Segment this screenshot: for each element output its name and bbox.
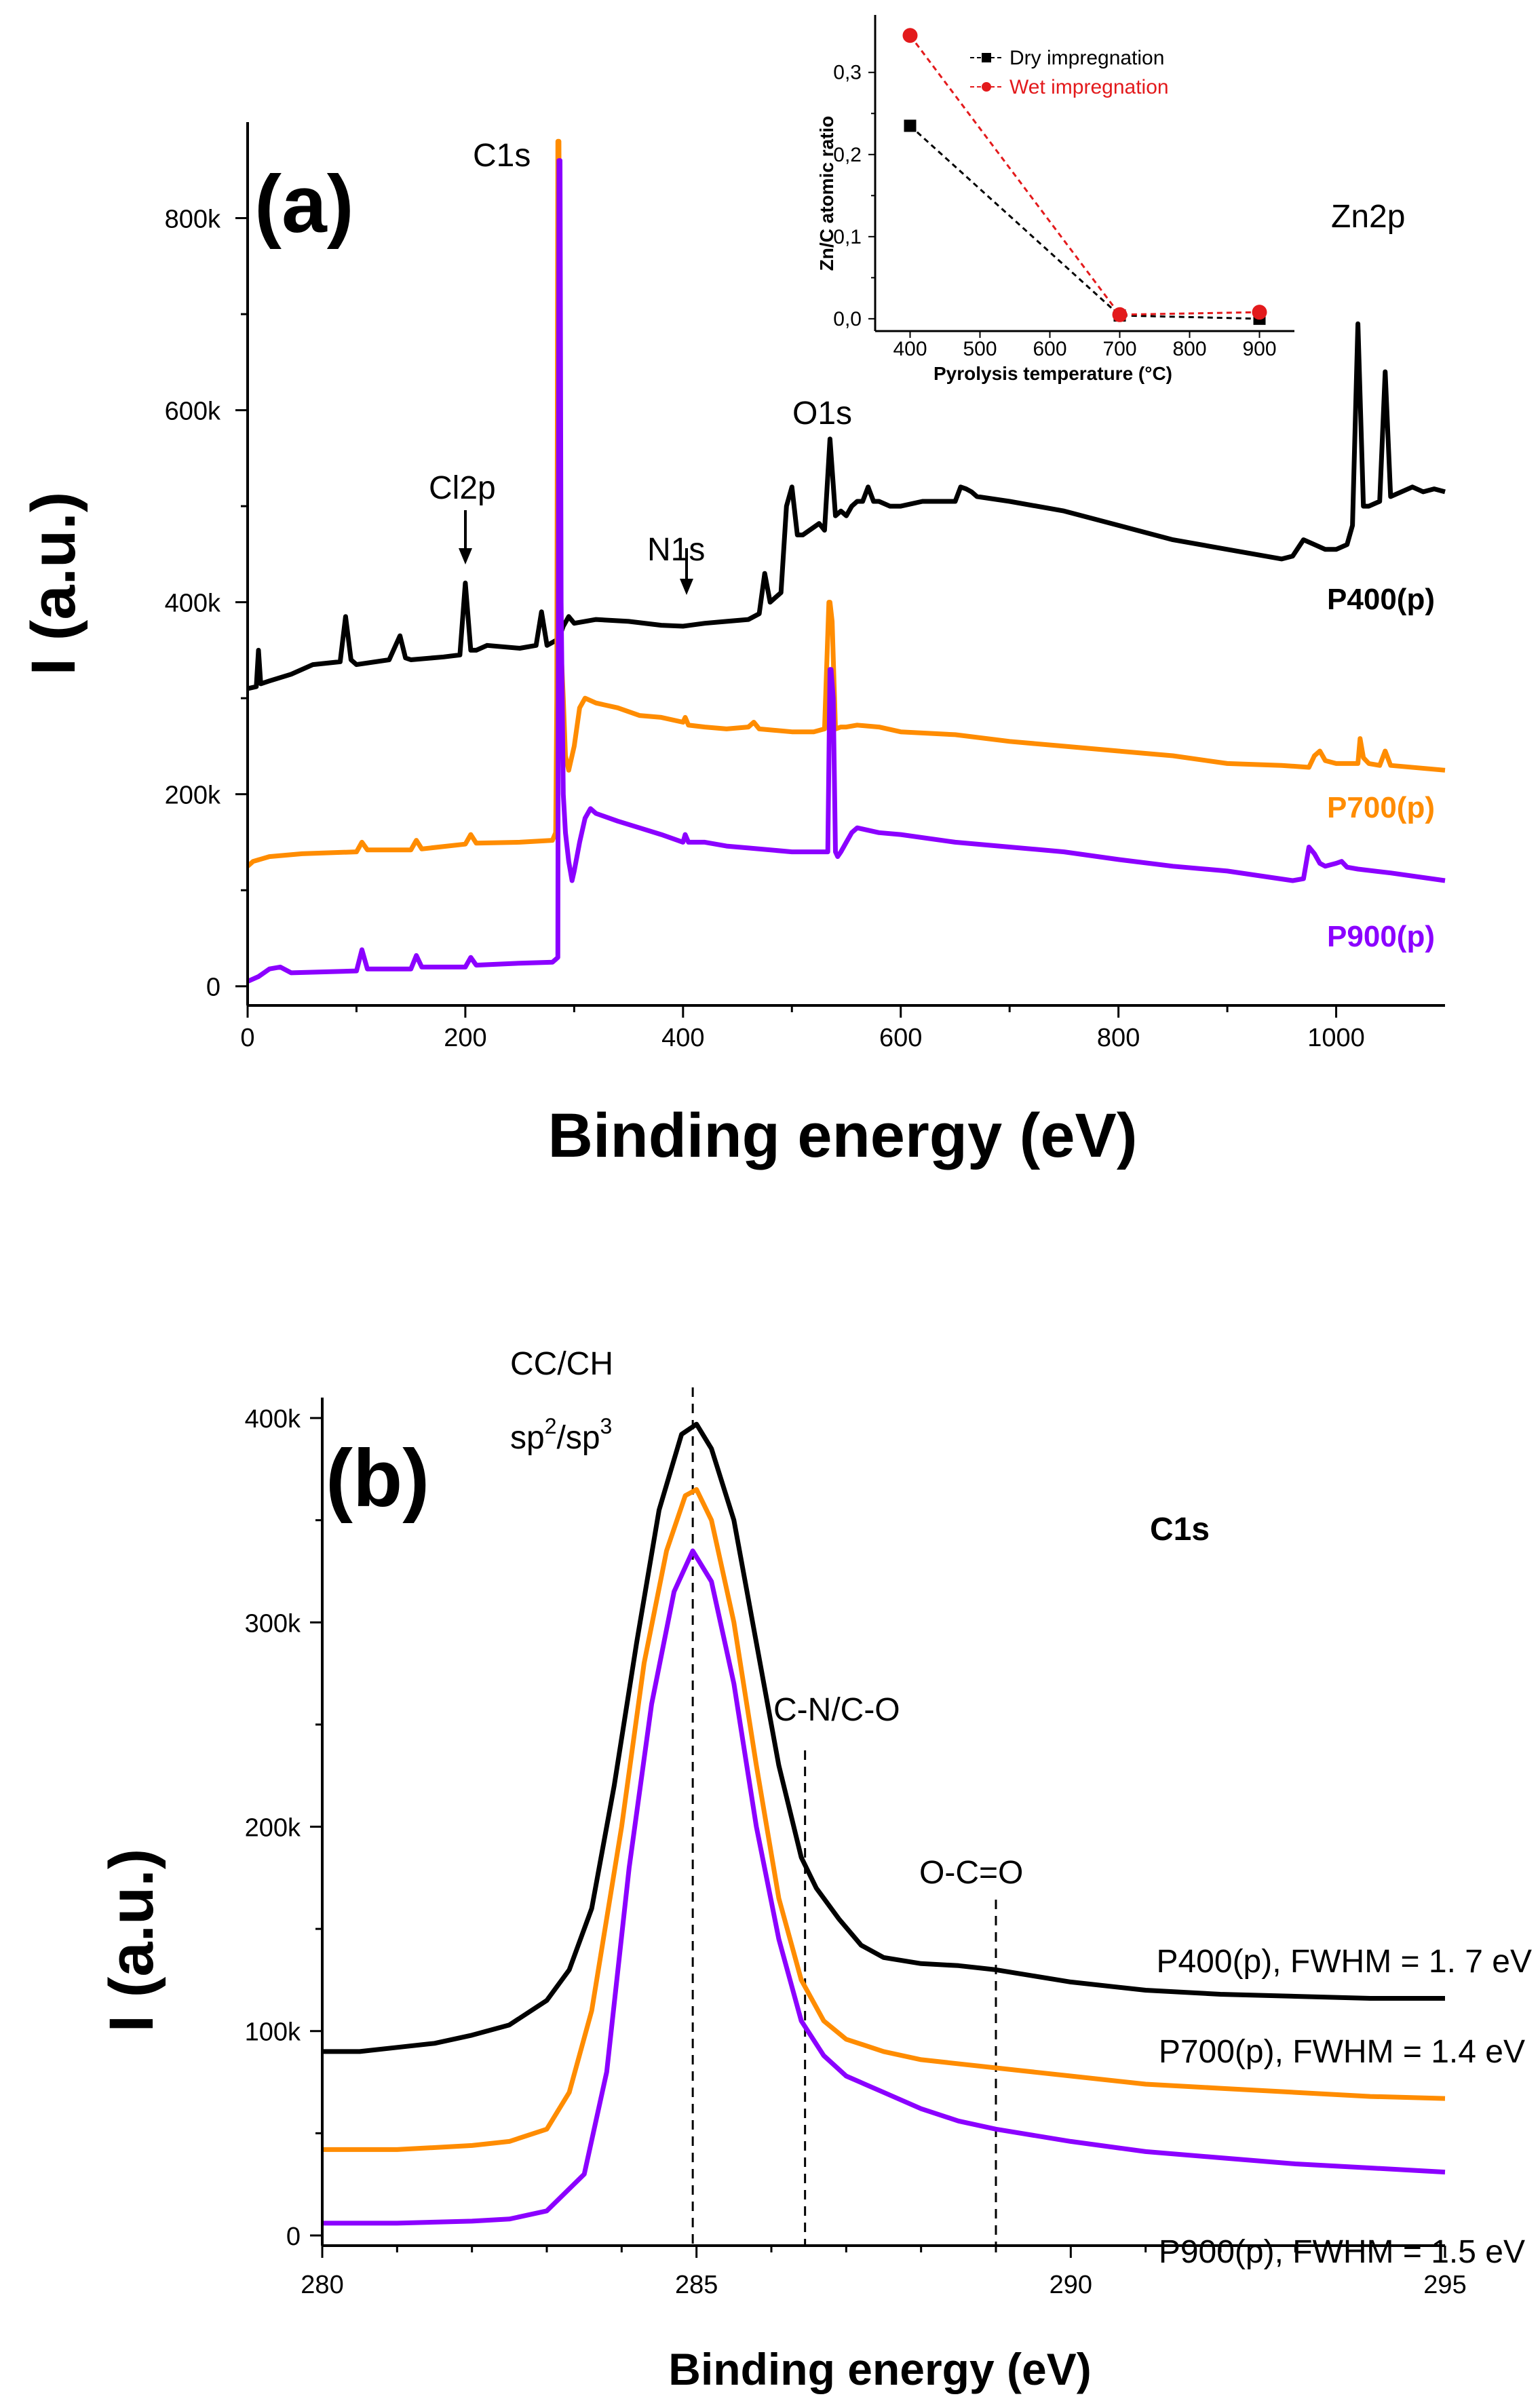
p900-fwhm-label: P900(p), FWHM = 1.5 eV bbox=[1159, 2234, 1525, 2270]
legend-wet-marker bbox=[982, 82, 991, 92]
inset-y-tick-label: 0,2 bbox=[833, 144, 862, 166]
ccch-label: CC/CH bbox=[510, 1346, 613, 1382]
panel-a-y-tick-label: 0 bbox=[206, 974, 220, 1002]
panel-a-y-tick-label: 400k bbox=[165, 590, 221, 618]
panel-b-y-axis-title: I (a.u.) bbox=[97, 1849, 166, 2033]
panel-a-x-tick-label: 200 bbox=[444, 1024, 486, 1052]
panel-b-label: (b) bbox=[326, 1433, 429, 1524]
inset-series-dry-impregnation bbox=[909, 125, 1260, 320]
panel-b-series-p900-p bbox=[322, 1548, 1446, 2226]
panel-b-x-tick-label: 295 bbox=[1423, 2271, 1466, 2299]
panel-a-label: (a) bbox=[254, 159, 354, 250]
panel-b: 280 285 290 295 0 100k 200k 300k 400k (b) C1s Bi… bbox=[97, 1346, 1532, 2394]
panel-a-y-tick-label: 600k bbox=[165, 398, 221, 426]
p700-label: P700(p) bbox=[1327, 791, 1435, 824]
panel-a-x-tick-label: 400 bbox=[661, 1024, 704, 1052]
panel-a-x-tick-label: 800 bbox=[1097, 1024, 1140, 1052]
panel-b-x-tick-label: 280 bbox=[301, 2271, 343, 2299]
panel-b-y-tick-label: 0 bbox=[286, 2223, 301, 2251]
legend-dry-text: Dry impregnation bbox=[1009, 47, 1164, 69]
panel-b-series-p700-p bbox=[322, 1487, 1446, 2152]
inset-series-wet-impregnation bbox=[909, 35, 1260, 316]
p700-fwhm-label: P700(p), FWHM = 1.4 eV bbox=[1159, 2034, 1525, 2070]
inset-y-tick-label: 0,1 bbox=[833, 226, 862, 248]
inset-y-axis-title: Zn/C atomic ratio bbox=[816, 116, 837, 271]
legend-wet-text: Wet impregnation bbox=[1009, 76, 1169, 98]
inset-axes: 400 500 600 700 800 900 0,0 0,1 0,2 0,3 bbox=[833, 15, 1294, 360]
inset-y-tick-label: 0,3 bbox=[833, 62, 862, 84]
inset-y-tick-label: 0,0 bbox=[833, 308, 862, 330]
panel-a: 0 200 400 600 800 1000 0 200k 400k 600k 800k (a) B… bbox=[19, 15, 1446, 1170]
sp2-text: sp bbox=[510, 1420, 545, 1456]
panel-b-y-tick-label: 400k bbox=[245, 1405, 301, 1434]
sp2-sp3-label: sp2/sp3 bbox=[510, 1414, 612, 1456]
inset-point-wet-impregnation bbox=[902, 28, 918, 43]
panel-b-x-tick-label: 290 bbox=[1050, 2271, 1092, 2299]
n1s-peak-label: N1s bbox=[647, 532, 705, 568]
panel-b-y-tick-label: 300k bbox=[245, 1609, 301, 1638]
panel-b-x-axis-title: Binding energy (eV) bbox=[668, 2344, 1091, 2394]
panel-b-y-tick-label: 200k bbox=[245, 1814, 301, 1843]
panel-a-x-tick-label: 600 bbox=[879, 1024, 922, 1052]
panel-a-series-p400-p bbox=[247, 321, 1446, 691]
inset-point-dry-impregnation bbox=[904, 119, 917, 132]
sp2-superscript: 2 bbox=[545, 1414, 557, 1438]
zn2p-peak-label: Zn2p bbox=[1331, 199, 1405, 235]
inset-series bbox=[902, 28, 1267, 325]
panel-a-y-axis-title: I (a.u.) bbox=[19, 492, 88, 676]
panel-a-x-axis-title: Binding energy (eV) bbox=[548, 1101, 1138, 1170]
inset-x-tick-label: 400 bbox=[893, 338, 927, 360]
panel-b-y-tick-label: 100k bbox=[245, 2018, 301, 2047]
panel-b-series-p400-p bbox=[322, 1421, 1445, 2054]
sp3-superscript: 3 bbox=[600, 1414, 613, 1438]
cl2p-peak-label: Cl2p bbox=[429, 470, 496, 506]
sp3-text: /sp bbox=[557, 1420, 600, 1456]
inset-chart: 400 500 600 700 800 900 0,0 0,1 0,2 0,3 Pyrolysis… bbox=[816, 15, 1294, 384]
p900-label: P900(p) bbox=[1327, 920, 1435, 953]
p400-label: P400(p) bbox=[1327, 583, 1435, 616]
panel-a-x-tick-label: 0 bbox=[240, 1024, 254, 1052]
panel-b-series bbox=[322, 1421, 1446, 2226]
o1s-peak-label: O1s bbox=[792, 396, 852, 431]
inset-x-tick-label: 900 bbox=[1242, 338, 1276, 360]
inset-x-axis-title: Pyrolysis temperature (°C) bbox=[933, 363, 1172, 384]
inset-x-tick-label: 800 bbox=[1172, 338, 1206, 360]
cn-co-label: C-N/C-O bbox=[773, 1692, 900, 1728]
inset-point-wet-impregnation bbox=[1112, 307, 1128, 322]
panel-b-title: C1s bbox=[1150, 1512, 1210, 1548]
panel-b-x-tick-label: 285 bbox=[675, 2271, 718, 2299]
c1s-peak-label: C1s bbox=[473, 138, 531, 174]
panel-a-series-p900-p bbox=[246, 158, 1446, 984]
oco-label: O-C=O bbox=[919, 1855, 1023, 1891]
inset-x-tick-label: 600 bbox=[1033, 338, 1066, 360]
inset-legend: Dry impregnation Wet impregnation bbox=[970, 47, 1169, 98]
panel-a-axes: 0 200 400 600 800 1000 0 200k 400k 600k 800k bbox=[165, 122, 1445, 1052]
p400-fwhm-label: P400(p), FWHM = 1. 7 eV bbox=[1156, 1944, 1532, 1980]
n1s-arrow-head bbox=[680, 579, 693, 595]
panel-a-y-tick-label: 800k bbox=[165, 206, 221, 234]
panel-b-reference-lines bbox=[691, 1387, 997, 2246]
inset-x-tick-label: 700 bbox=[1102, 338, 1136, 360]
cl2p-arrow-head bbox=[459, 548, 472, 564]
panel-a-x-tick-label: 1000 bbox=[1307, 1024, 1365, 1052]
legend-dry-marker bbox=[982, 53, 991, 62]
inset-x-tick-label: 500 bbox=[963, 338, 997, 360]
inset-point-wet-impregnation bbox=[1252, 305, 1267, 320]
panel-a-series bbox=[246, 138, 1446, 984]
panel-b-axes: 280 285 290 295 0 100k 200k 300k 400k bbox=[245, 1398, 1467, 2299]
panel-a-y-tick-label: 200k bbox=[165, 782, 221, 810]
panel-a-series-p700-p bbox=[246, 138, 1446, 868]
